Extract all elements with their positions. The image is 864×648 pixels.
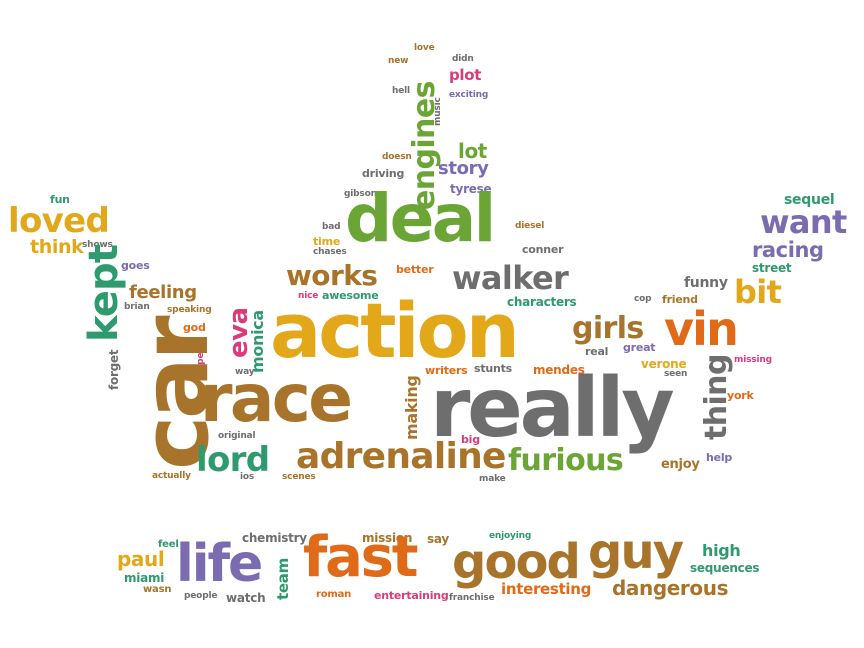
- word-scenes: scenes: [282, 472, 316, 482]
- word-mission: mission: [362, 531, 413, 545]
- word-action: action: [270, 286, 520, 375]
- word-want: want: [760, 203, 847, 241]
- word-driving: driving: [362, 167, 405, 180]
- word-actually: actually: [152, 471, 191, 481]
- word-street: street: [752, 261, 792, 275]
- word-brian: brian: [124, 302, 150, 312]
- word-race: race: [200, 360, 353, 437]
- word-chemistry: chemistry: [242, 531, 307, 545]
- word-characters: characters: [507, 295, 577, 309]
- word-franchise: franchise: [449, 593, 495, 603]
- word-speaking: speaking: [167, 305, 212, 315]
- word-dangerous: dangerous: [612, 576, 729, 600]
- word-fun: fun: [50, 193, 70, 206]
- word-goes: goes: [121, 259, 150, 272]
- word-adrenaline: adrenaline: [296, 436, 506, 477]
- word-bit: bit: [734, 273, 782, 311]
- word-deal: deal: [345, 180, 496, 257]
- word-big: big: [461, 433, 480, 446]
- word-racing: racing: [752, 238, 824, 262]
- word-love: love: [414, 43, 435, 53]
- word-diesel: diesel: [515, 221, 545, 231]
- word-forget: forget: [107, 349, 121, 390]
- word-york: york: [727, 389, 754, 402]
- word-funny: funny: [684, 275, 728, 291]
- word-chases: chases: [313, 247, 347, 257]
- word-really: really: [430, 361, 675, 456]
- word-say: say: [427, 532, 449, 546]
- word-high: high: [702, 541, 741, 560]
- word-loved: loved: [8, 201, 110, 241]
- word-enjoying: enjoying: [489, 531, 532, 541]
- word-lot: lot: [458, 139, 487, 163]
- word-hell: hell: [392, 86, 410, 96]
- word-miami: miami: [124, 571, 165, 585]
- word-enjoy: enjoy: [661, 457, 700, 472]
- word-missing: missing: [734, 355, 772, 365]
- word-interesting: interesting: [501, 580, 592, 598]
- word-seen: seen: [664, 369, 688, 379]
- word-walker: walker: [452, 259, 569, 297]
- word-conner: conner: [522, 243, 564, 256]
- word-kept: kept: [81, 244, 127, 342]
- word-better: better: [396, 263, 434, 276]
- word-cop: cop: [634, 294, 652, 304]
- word-stunts: stunts: [474, 362, 512, 375]
- word-sequences: sequences: [690, 561, 760, 575]
- word-writers: writers: [425, 364, 468, 377]
- word-new: new: [388, 56, 409, 66]
- word-great: great: [623, 341, 656, 354]
- word-ios: ios: [240, 472, 255, 482]
- word-feel: feel: [158, 539, 179, 550]
- word-awesome: awesome: [322, 289, 379, 302]
- word-exciting: exciting: [449, 90, 489, 100]
- word-help: help: [706, 451, 733, 464]
- word-original: original: [218, 431, 256, 441]
- word-god: god: [183, 321, 206, 334]
- word-time: time: [313, 235, 341, 248]
- word-wasn: wasn: [143, 584, 172, 595]
- word-guy: guy: [588, 524, 684, 580]
- word-roman: roman: [316, 589, 352, 600]
- word-bad: bad: [322, 222, 341, 232]
- word-life: life: [176, 534, 263, 594]
- word-lord: lord: [196, 440, 270, 480]
- word-think: think: [30, 236, 84, 258]
- word-tyrese: tyrese: [450, 182, 492, 196]
- word-good: good: [452, 534, 581, 590]
- word-doesn: doesn: [382, 152, 412, 162]
- word-fast: fast: [303, 525, 419, 590]
- word-entertaining: entertaining: [374, 589, 449, 602]
- word-gibson: gibson: [344, 189, 377, 199]
- word-feeling: feeling: [129, 282, 197, 303]
- word-way: way: [235, 367, 255, 377]
- word-shows: shows: [82, 240, 113, 250]
- word-making: making: [402, 375, 421, 440]
- word-real: real: [585, 345, 609, 358]
- word-make: make: [479, 474, 506, 484]
- word-team: team: [274, 558, 292, 600]
- word-friend: friend: [662, 293, 698, 306]
- word-plot: plot: [449, 66, 482, 84]
- word-people: people: [184, 591, 218, 601]
- word-verone: verone: [641, 357, 687, 371]
- word-sequel: sequel: [784, 192, 835, 208]
- word-girls: girls: [572, 311, 644, 346]
- word-furious: furious: [508, 443, 624, 478]
- word-works: works: [286, 259, 378, 292]
- word-mendes: mendes: [533, 363, 585, 377]
- word-paul: paul: [117, 547, 165, 571]
- word-watch: watch: [226, 591, 266, 605]
- word-story: story: [438, 158, 489, 179]
- word-vin: vin: [664, 302, 739, 356]
- word-didn: didn: [452, 54, 474, 64]
- word-nice: nice: [298, 291, 319, 301]
